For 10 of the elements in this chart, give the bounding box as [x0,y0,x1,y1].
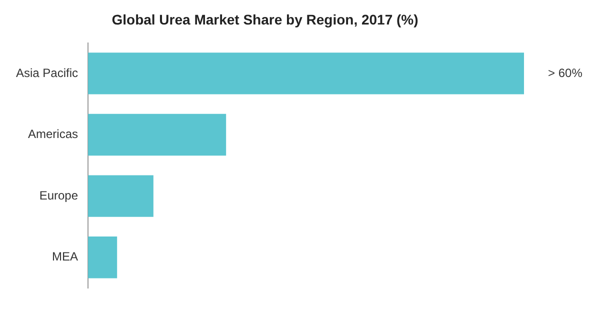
y-tick-label: Europe [39,188,78,202]
bar [88,236,118,278]
chart-title: Global Urea Market Share by Region, 2017 (%) [112,11,418,28]
bar [88,175,154,217]
y-tick-label: Americas [28,127,78,142]
data-label: > 60% [548,66,583,80]
y-tick-label: MEA [52,250,78,264]
y-tick-label: Asia Pacific [16,66,78,80]
bar [88,52,524,94]
bar [88,114,226,156]
